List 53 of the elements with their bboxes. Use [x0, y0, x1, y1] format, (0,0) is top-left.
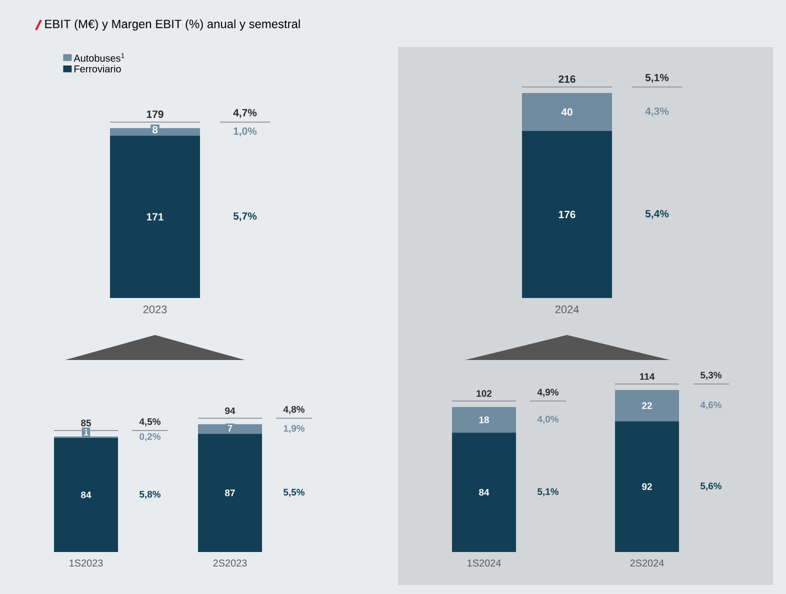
total-label: 94	[225, 407, 236, 414]
bar	[615, 390, 680, 422]
annotation: 0,2%	[140, 433, 161, 442]
bar	[522, 92, 612, 131]
data-label: 171	[146, 213, 164, 220]
bar	[198, 434, 262, 552]
text: 4,8%	[283, 406, 305, 414]
data-label: 22	[642, 402, 652, 409]
annotation: 1,9%	[284, 424, 305, 434]
bar	[54, 438, 118, 552]
total-label: 102	[476, 390, 492, 397]
bar	[522, 130, 612, 298]
annotation: 5,5%	[284, 488, 305, 497]
data-label: 8	[152, 126, 158, 134]
legend-label: Autobuses$^{1}$	[74, 53, 124, 62]
data-label: 40	[561, 108, 572, 116]
total-label: 216	[558, 75, 576, 83]
data-label: 176	[558, 210, 576, 218]
bar	[615, 421, 680, 552]
total-label: 85	[81, 420, 91, 426]
annotation: 5,1%	[538, 488, 559, 496]
annotation: 4,6%	[700, 402, 722, 410]
bar	[452, 432, 516, 552]
data-label: 84	[81, 492, 92, 498]
data-label: 92	[642, 483, 652, 490]
bar	[452, 407, 516, 433]
annotation: 5,8%	[140, 490, 161, 499]
annotation: 1,0%	[234, 127, 257, 136]
x-tick-label: 2023	[143, 306, 167, 314]
x-tick-label: 1S2023	[70, 560, 103, 567]
annotation: 5,6%	[700, 482, 722, 491]
text: 5,1%	[645, 74, 669, 83]
x-tick-label: 2024	[555, 306, 579, 314]
chart-title: EBIT (M€) y Margen EBIT (%) anual y semestral	[45, 19, 300, 31]
text: 5,3%	[700, 372, 722, 380]
data-label: 84	[479, 488, 490, 496]
annotation: 4,5%	[139, 418, 161, 426]
data-label: 87	[225, 490, 235, 496]
legend-label: Ferroviario	[74, 65, 121, 72]
x-tick-label: 1S2024	[468, 560, 501, 567]
annotation: 4,7%	[233, 109, 257, 118]
bar	[110, 136, 200, 298]
annotation: 5,4%	[645, 210, 669, 219]
data-label: 18	[479, 416, 489, 424]
annotation: 5,7%	[233, 212, 257, 222]
data-label: 7	[228, 424, 232, 432]
total-label: 179	[146, 110, 164, 118]
annotation: 4,0%	[537, 416, 559, 424]
x-tick-label: 2S2023	[213, 560, 247, 567]
annotation: 4,9%	[537, 388, 559, 397]
total-label: 114	[640, 373, 655, 380]
annotation: 4,3%	[645, 107, 669, 116]
x-tick-label: 2S2024	[630, 560, 664, 567]
